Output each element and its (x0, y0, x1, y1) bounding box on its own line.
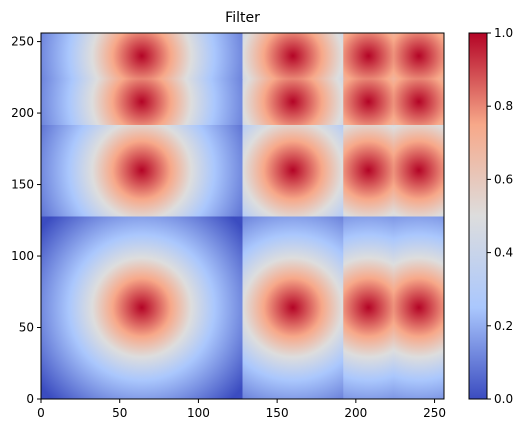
colorbar-axis: 0.0 0.2 0.4 0.6 0.8 1.0 (487, 26, 513, 406)
x-tick-label: 150 (266, 406, 289, 420)
heatmap-tile (41, 78, 243, 125)
x-tick-label: 50 (112, 406, 127, 420)
colorbar-tick-label: 0.0 (494, 392, 513, 406)
x-tick-label: 100 (187, 406, 210, 420)
chart-title: Filter (225, 10, 260, 26)
x-tick-label: 250 (423, 406, 446, 420)
heatmap-tile (393, 33, 444, 80)
plot-frame (40, 32, 445, 400)
colorbar-tick-label: 0.8 (494, 99, 513, 113)
y-tick-label: 50 (19, 321, 34, 335)
heatmap-tile (242, 78, 344, 125)
colorbar-tick-label: 0.2 (494, 319, 513, 333)
heatmap-tile (343, 78, 395, 125)
heatmap-tile (41, 124, 243, 217)
x-axis: 0 50 100 150 200 250 (37, 399, 446, 420)
colorbar (468, 32, 488, 400)
y-tick-label: 0 (26, 392, 34, 406)
y-tick-label: 200 (11, 106, 34, 120)
heatmap-cells (41, 33, 444, 399)
y-tick-label: 100 (11, 249, 34, 263)
y-tick-label: 150 (11, 178, 34, 192)
heatmap-tile (343, 216, 395, 399)
heatmap-tile (242, 124, 344, 217)
heatmap-tile (393, 216, 444, 399)
heatmap-tile (343, 124, 395, 217)
heatmap-tile (343, 33, 395, 80)
heatmap-tile (393, 78, 444, 125)
heatmap-tile (393, 124, 444, 217)
colorbar-tick-label: 0.6 (494, 172, 513, 186)
x-tick-label: 200 (344, 406, 367, 420)
heatmap-tile (242, 33, 344, 80)
colorbar-tick-label: 1.0 (494, 26, 513, 40)
heatmap-tile (41, 33, 243, 80)
y-tick-label: 250 (11, 35, 34, 49)
x-tick-label: 0 (37, 406, 45, 420)
heatmap-tile (41, 216, 243, 399)
heatmap-tile (242, 216, 344, 399)
y-axis: 0 50 100 150 200 250 (11, 35, 41, 406)
colorbar-tick-label: 0.4 (494, 246, 513, 260)
